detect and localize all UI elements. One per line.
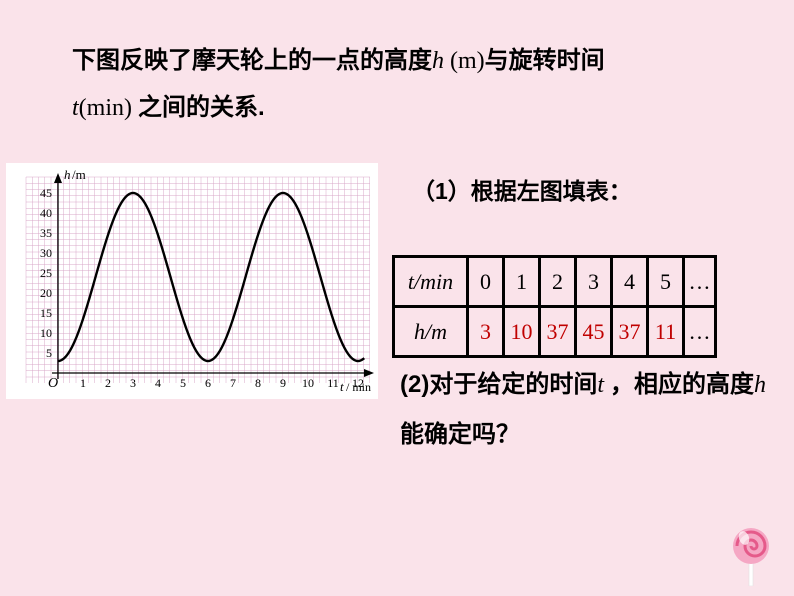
text: 下图反映了摩天轮上的一点的高度 — [72, 47, 432, 74]
var-h: h — [432, 48, 444, 74]
cell-h-value: 37 — [540, 307, 576, 357]
data-table: t/min012345… h/m31037453711… — [392, 255, 717, 358]
cell-t-value: 0 — [468, 257, 504, 307]
text: 与旋转时间 — [485, 47, 605, 74]
cell-t-value: 1 — [504, 257, 540, 307]
svg-text:11: 11 — [327, 376, 339, 390]
svg-text:O: O — [48, 376, 58, 391]
svg-text:2: 2 — [105, 376, 111, 390]
candy-icon — [720, 524, 782, 586]
table-row-t: t/min012345… — [394, 257, 716, 307]
svg-text:/m: /m — [72, 167, 86, 182]
cell-t-value: 2 — [540, 257, 576, 307]
cell-h-value: 3 — [468, 307, 504, 357]
chart-container: 51015202530354045123456789101112Oh/mt/ m… — [6, 163, 378, 399]
var-t: t — [72, 95, 79, 121]
text: 之间的关系. — [138, 94, 265, 121]
svg-text:6: 6 — [205, 376, 211, 390]
svg-text:1: 1 — [80, 376, 86, 390]
var-h: h — [754, 372, 766, 398]
svg-text:5: 5 — [46, 346, 52, 360]
svg-text:35: 35 — [40, 226, 52, 240]
svg-text:7: 7 — [230, 376, 236, 390]
svg-text:30: 30 — [40, 246, 52, 260]
cell-h-value: 45 — [576, 307, 612, 357]
cell-t-value: 5 — [648, 257, 684, 307]
text: (2)对于给定的时间 — [400, 371, 597, 398]
table-row-h: h/m31037453711… — [394, 307, 716, 357]
svg-text:10: 10 — [40, 326, 52, 340]
svg-text:15: 15 — [40, 306, 52, 320]
svg-text:h: h — [64, 167, 71, 182]
svg-text:4: 4 — [155, 376, 161, 390]
svg-text:10: 10 — [302, 376, 314, 390]
cell-t-label: t/min — [394, 257, 468, 307]
cell-h-label: h/m — [394, 307, 468, 357]
cell-h-value: 10 — [504, 307, 540, 357]
cell-dots: … — [684, 257, 716, 307]
svg-text:t: t — [340, 379, 344, 394]
unit-t: (min) — [79, 95, 138, 121]
svg-text:40: 40 — [40, 206, 52, 220]
question-1: （1）根据左图填表： — [412, 170, 632, 214]
svg-text:8: 8 — [255, 376, 261, 390]
cell-h-value: 37 — [612, 307, 648, 357]
svg-text:25: 25 — [40, 266, 52, 280]
svg-text:45: 45 — [40, 186, 52, 200]
cell-t-value: 4 — [612, 257, 648, 307]
var-t: t — [597, 372, 610, 398]
svg-text:/ min: / min — [346, 380, 371, 394]
question-2: (2)对于给定的时间t ，相应的高度h 能确定吗？ — [400, 360, 780, 461]
text: ，相应的高度 — [610, 371, 754, 398]
svg-text:3: 3 — [130, 376, 136, 390]
svg-text:5: 5 — [180, 376, 186, 390]
cell-dots: … — [684, 307, 716, 357]
cell-t-value: 3 — [576, 257, 612, 307]
svg-text:20: 20 — [40, 286, 52, 300]
unit-h: (m) — [444, 48, 485, 74]
svg-text:9: 9 — [280, 376, 286, 390]
text: 能确定吗？ — [400, 421, 520, 448]
chart-svg: 51015202530354045123456789101112Oh/mt/ m… — [6, 163, 378, 399]
cell-h-value: 11 — [648, 307, 684, 357]
paragraph-intro: 下图反映了摩天轮上的一点的高度h (m)与旋转时间 t(min) 之间的关系. — [72, 38, 752, 131]
